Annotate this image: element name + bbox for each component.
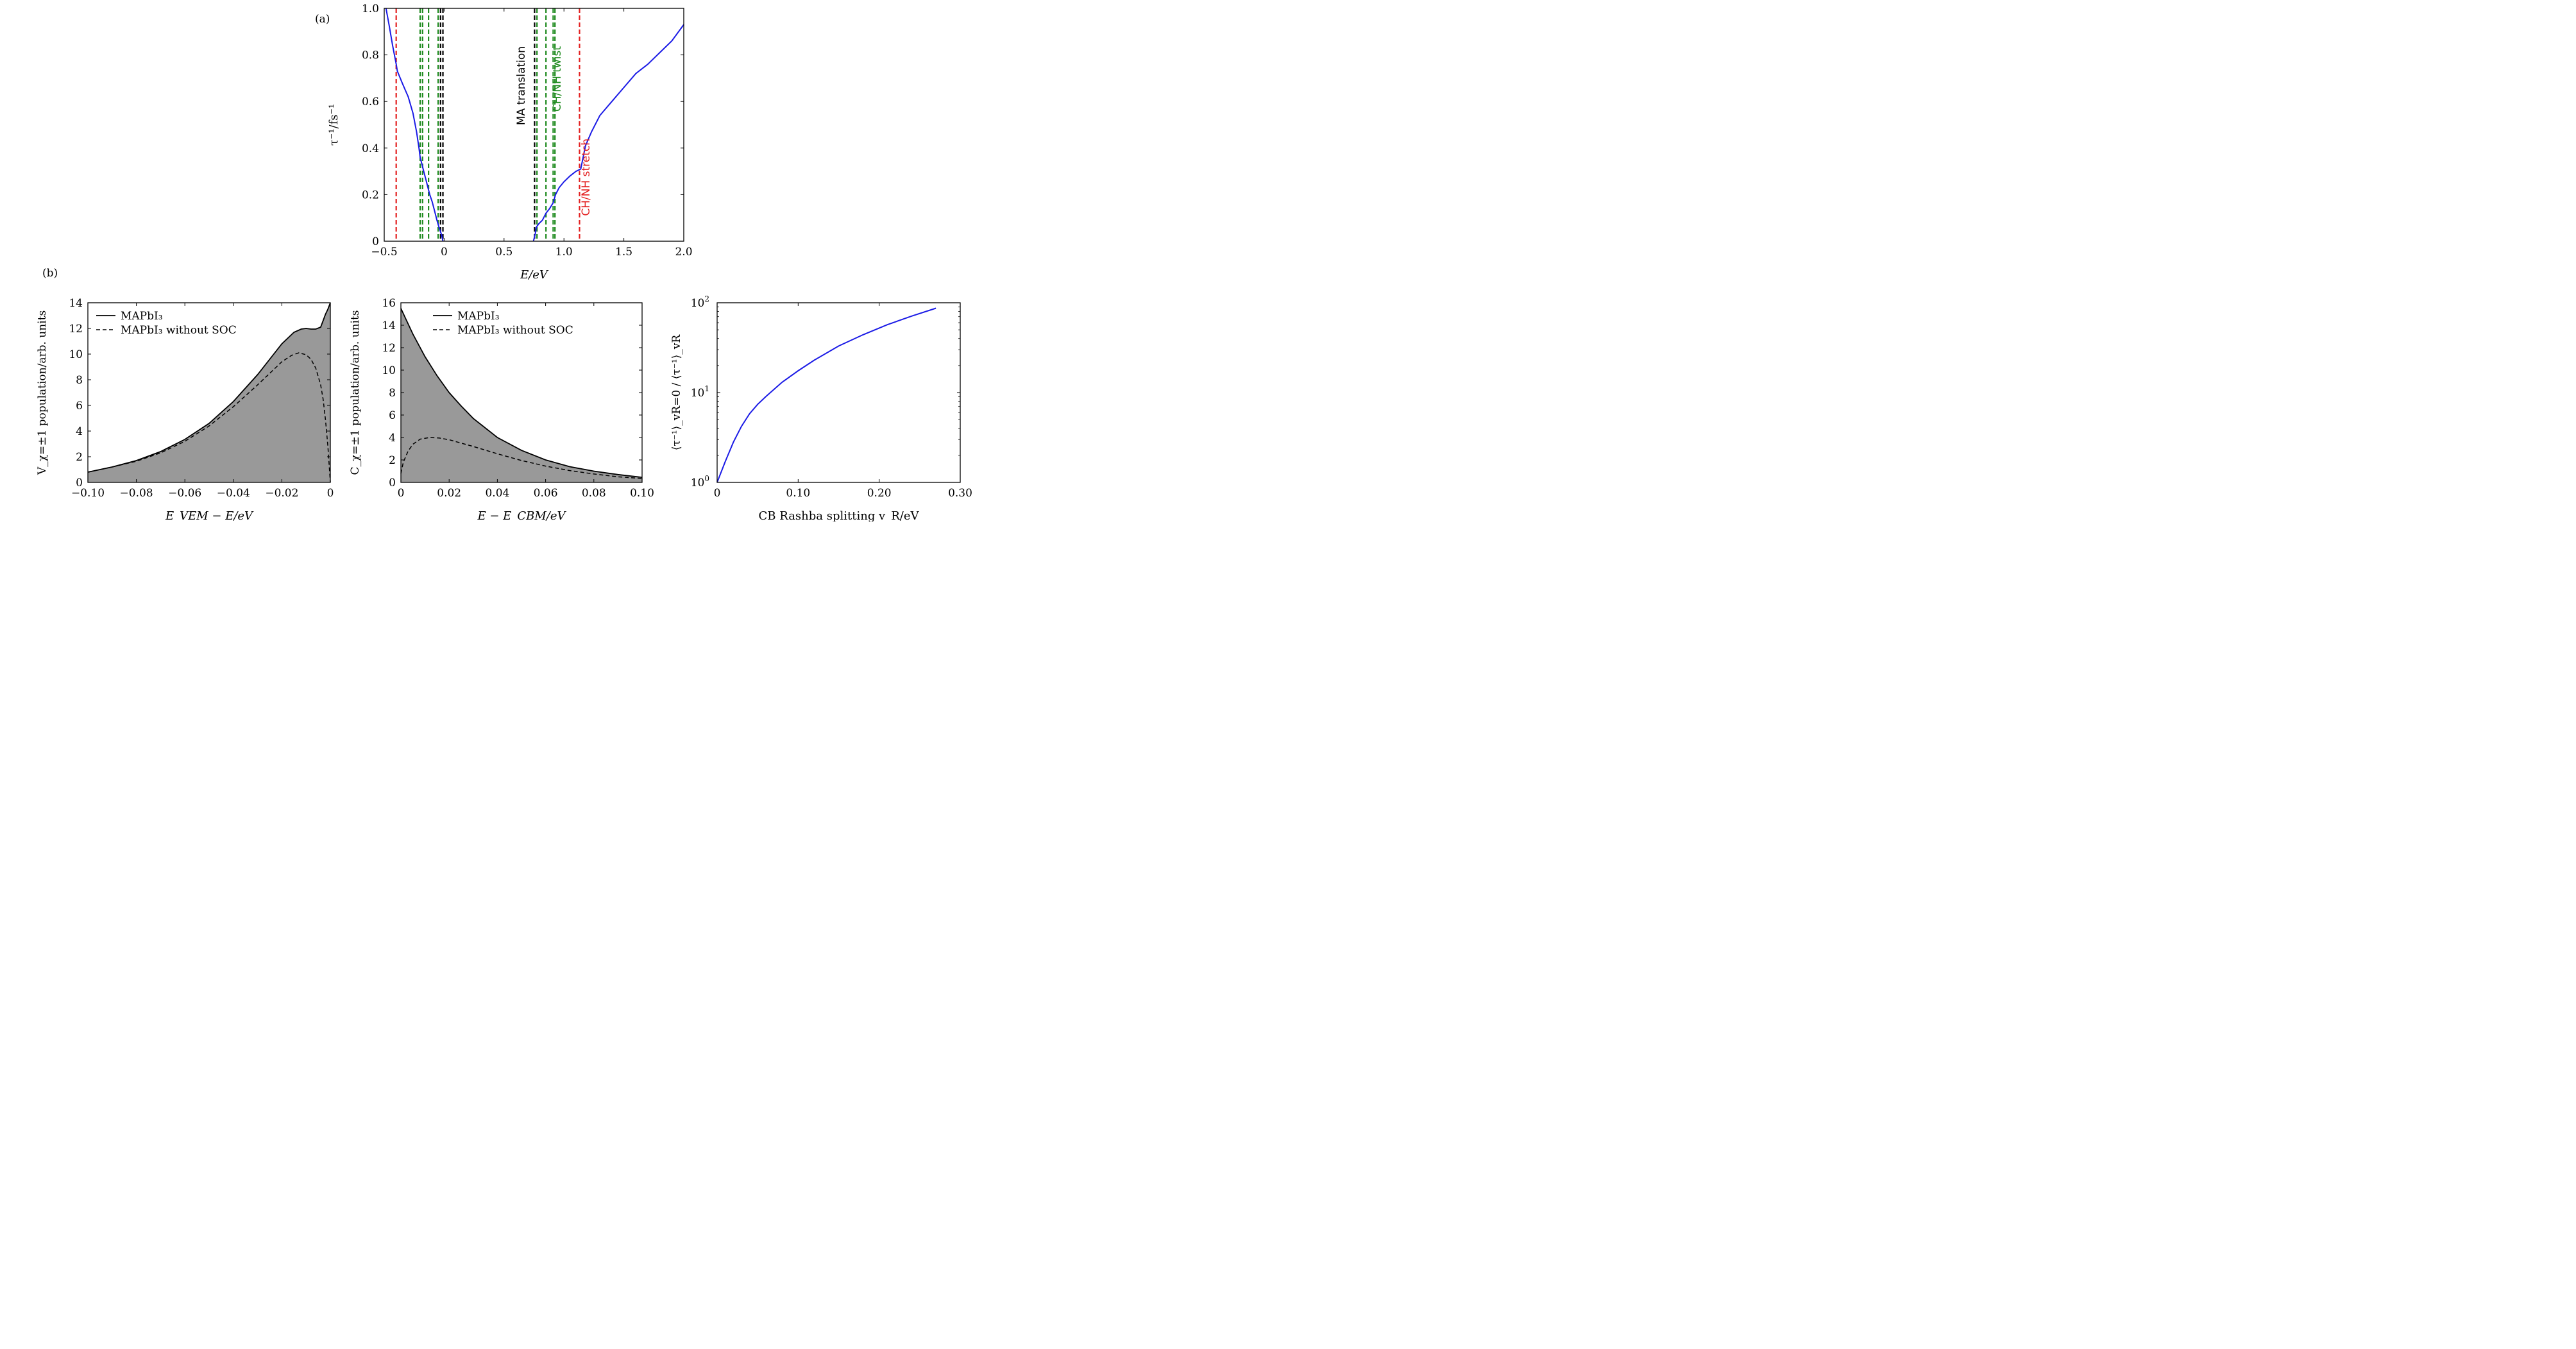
x-tick-label: 0 xyxy=(398,487,405,500)
series-line-dashed xyxy=(87,352,331,483)
y-tick-label: 8 xyxy=(76,374,83,387)
figure: (a) (b) −0.5 0 0.5 1.0 1.5 2.000.20.40.60.81.… xyxy=(36,3,972,522)
mode-annotation: MA translation xyxy=(515,46,528,125)
y-tick-label: 10 xyxy=(382,364,396,377)
y-tick-label: 10 xyxy=(69,348,83,361)
area-fill xyxy=(401,308,642,482)
mode-annotation: CH/NH stretch xyxy=(580,139,593,216)
x-tick-label: −0.02 xyxy=(265,487,298,500)
x-tick-label: 0.20 xyxy=(867,487,892,500)
y-tick-label: 0.4 xyxy=(362,142,379,155)
panel-label-b: (b) xyxy=(42,267,58,280)
chart-b1-valence-population: −0.10 −0.08 −0.06 −0.04 −0.02 0 0 2 4 6 8 10 12 14 MAP… xyxy=(36,297,334,522)
x-axis-label: CB Rashba splitting v_R/eV xyxy=(759,509,920,522)
series-line-dashed xyxy=(400,437,643,479)
x-tick-label: 0 xyxy=(714,487,721,500)
x-axis-label: E − E_CBM/eV xyxy=(477,509,567,522)
y-tick-label: 8 xyxy=(389,387,396,400)
legend-label: MAPbI₃ without SOC xyxy=(457,324,573,337)
data-line xyxy=(385,8,444,242)
y-tick-label: 12 xyxy=(382,342,396,355)
x-tick-label: −0.10 xyxy=(71,487,105,500)
x-tick-label: 0.5 xyxy=(495,246,513,259)
y-tick-label: 102 xyxy=(691,294,709,310)
x-tick-label: 0.02 xyxy=(437,487,461,500)
y-tick-label: 0 xyxy=(76,477,83,489)
x-tick-label: −0.08 xyxy=(120,487,153,500)
plot-frame xyxy=(87,302,331,483)
x-tick-label: 0.10 xyxy=(786,487,810,500)
data-line xyxy=(532,24,684,242)
y-tick-label: 0.2 xyxy=(362,189,379,201)
x-tick-label: 0 xyxy=(327,487,334,500)
x-tick-label: 0 xyxy=(441,246,448,259)
y-axis-label: τ⁻¹/fs⁻¹ xyxy=(327,104,341,146)
area-fill xyxy=(88,303,330,482)
x-tick-label: 0.08 xyxy=(582,487,606,500)
y-tick-label: 101 xyxy=(691,384,709,400)
x-tick-label: 1.0 xyxy=(555,246,573,259)
x-axis-label: E/eV xyxy=(520,268,549,282)
y-axis-label: V_χ=±1 population/arb. units xyxy=(36,310,49,475)
data-line xyxy=(716,307,936,483)
y-tick-label: 14 xyxy=(382,319,396,332)
x-tick-label: −0.06 xyxy=(168,487,201,500)
y-tick-label: 100 xyxy=(691,474,709,489)
y-tick-label: 6 xyxy=(76,400,83,412)
y-tick-label: 2 xyxy=(389,454,396,467)
panel-label-a: (a) xyxy=(315,13,330,26)
y-axis-label: C_χ=±1 population/arb. units xyxy=(349,310,362,475)
y-tick-label: 6 xyxy=(389,409,396,422)
mode-annotation: CH/NH twist xyxy=(551,46,564,112)
series-line-solid xyxy=(87,302,331,473)
y-tick-label: 2 xyxy=(76,451,83,464)
y-tick-label: 16 xyxy=(382,297,396,310)
y-tick-label: 4 xyxy=(76,425,83,438)
y-tick-label: 0 xyxy=(389,477,396,489)
x-tick-label: 0.30 xyxy=(948,487,972,500)
chart-a-tau-vs-energy: −0.5 0 0.5 1.0 1.5 2.000.20.40.60.81.0MA tran… xyxy=(327,3,693,282)
y-tick-label: 0.8 xyxy=(362,49,379,62)
y-axis-label: ⟨τ⁻¹⟩_vR=0 / ⟨τ⁻¹⟩_vR xyxy=(670,334,683,451)
x-tick-label: 1.5 xyxy=(615,246,632,259)
legend-label: MAPbI₃ without SOC xyxy=(121,324,237,337)
series-line-solid xyxy=(400,308,643,478)
chart-b3-rashba-ratio: 0 0.10 0.20 0.30 100 101 102 CB Rashba splittin… xyxy=(670,294,972,522)
x-tick-label: −0.5 xyxy=(371,246,397,259)
y-tick-label: 0 xyxy=(372,235,379,248)
y-tick-label: 12 xyxy=(69,323,83,335)
legend-label: MAPbI₃ xyxy=(457,310,500,323)
y-tick-label: 0.6 xyxy=(362,96,379,108)
x-tick-label: 2.0 xyxy=(675,246,692,259)
chart-b2-conduction-population: 0 0.02 0.04 0.06 0.08 0.10 0 2 4 6 8 10 12 14 16 MAPbI₃… xyxy=(349,297,654,522)
y-tick-label: 14 xyxy=(69,297,83,310)
legend-label: MAPbI₃ xyxy=(121,310,163,323)
x-tick-label: 0.10 xyxy=(630,487,654,500)
y-tick-label: 4 xyxy=(389,432,396,445)
x-axis-label: E_VEM − E/eV xyxy=(165,509,254,522)
plot-frame xyxy=(384,8,684,242)
y-tick-label: 1.0 xyxy=(362,3,379,15)
x-tick-label: −0.04 xyxy=(217,487,250,500)
plot-frame xyxy=(716,302,961,483)
x-tick-label: 0.04 xyxy=(485,487,509,500)
x-tick-label: 0.06 xyxy=(534,487,558,500)
